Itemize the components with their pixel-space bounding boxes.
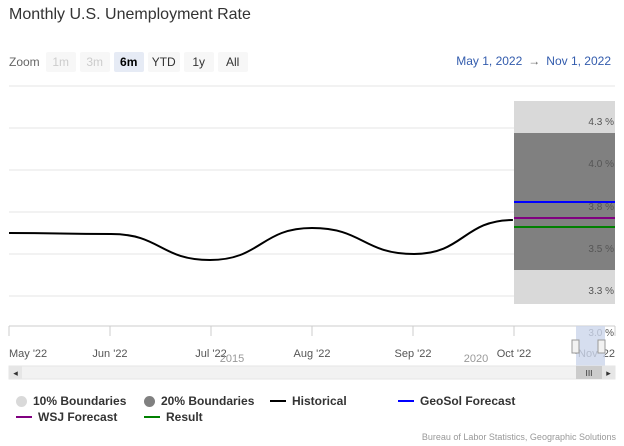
- x-tick-label: Jul '22: [195, 348, 226, 360]
- date-range: May 1, 2022 → Nov 1, 2022: [456, 54, 611, 68]
- zoom-3m-button[interactable]: 3m: [79, 52, 110, 72]
- legend-label: WSJ Forecast: [38, 410, 118, 424]
- legend-circle-icon: [144, 395, 155, 407]
- scrollbar-right-button[interactable]: [602, 366, 615, 379]
- date-range-from[interactable]: May 1, 2022: [456, 54, 523, 68]
- zoom-bar: Zoom 1m 3m 6m YTD 1y All: [9, 52, 248, 72]
- chart-svg: 4.3 %4.0 %3.8 %3.5 %3.3 %3.0 % May '22Ju…: [8, 85, 616, 380]
- y-tick-label: 3.3 %: [588, 286, 614, 297]
- y-tick-label: 3.8 %: [588, 202, 614, 213]
- navigator: 2015 2020 ◂ III ▸: [8, 326, 616, 380]
- legend-item-geosol-forecast[interactable]: GeoSol Forecast: [398, 394, 515, 408]
- x-tick-label: Oct '22: [497, 348, 532, 360]
- scroll-left-icon: ◂: [13, 369, 18, 379]
- legend-line-icon: [144, 416, 160, 418]
- scrollbar-left-button[interactable]: [9, 366, 22, 379]
- legend-item-result[interactable]: Result: [144, 410, 203, 424]
- zoom-label: Zoom: [9, 55, 40, 69]
- legend-item-20-boundaries[interactable]: 20% Boundaries: [144, 394, 254, 408]
- y-tick-label: 3.5 %: [588, 244, 614, 255]
- scrollbar-track: [8, 365, 616, 380]
- legend-label: 20% Boundaries: [161, 394, 255, 408]
- zoom-1m-button[interactable]: 1m: [45, 52, 76, 72]
- legend-label: Result: [166, 410, 203, 424]
- x-tick-label: Aug '22: [294, 348, 331, 360]
- navigator-handle-right: [597, 339, 606, 354]
- legend-line-icon: [16, 416, 32, 418]
- scrollbar-grip-icon: III: [585, 369, 592, 378]
- legend-circle-icon: [16, 395, 27, 407]
- legend-label: Historical: [292, 394, 347, 408]
- legend-item-historical[interactable]: Historical: [270, 394, 347, 408]
- legend-item-10-boundaries[interactable]: 10% Boundaries: [16, 394, 126, 408]
- navigator-handle-left: [571, 339, 580, 354]
- series-lines: [8, 201, 615, 262]
- zoom-1y-button[interactable]: 1y: [183, 52, 214, 72]
- date-range-to[interactable]: Nov 1, 2022: [546, 54, 611, 68]
- legend-label: 10% Boundaries: [33, 394, 127, 408]
- scroll-right-icon: ▸: [606, 369, 611, 379]
- y-tick-label: 4.3 %: [588, 117, 614, 128]
- scrollbar-thumb[interactable]: [576, 366, 602, 379]
- zoom-ytd-button[interactable]: YTD: [147, 52, 180, 72]
- navigator-label: 2015: [220, 353, 244, 365]
- x-tick-label: May '22: [9, 348, 47, 360]
- navigator-label: 2020: [464, 353, 488, 365]
- x-axis: May '22 Jun '22 Jul '22 Aug '22 Sep '22 Oct '…: [8, 325, 616, 360]
- date-range-arrow: →: [528, 54, 541, 68]
- x-tick-label: Jun '22: [92, 348, 127, 360]
- legend-line-icon: [270, 400, 286, 402]
- legend-label: GeoSol Forecast: [420, 394, 516, 408]
- x-tick-label: Sep '22: [395, 348, 432, 360]
- credits: Bureau of Labor Statistics, Geographic S…: [421, 432, 616, 442]
- y-tick-label: 4.0 %: [588, 159, 614, 170]
- legend-line-icon: [398, 400, 414, 402]
- zoom-6m-button[interactable]: 6m: [113, 52, 144, 72]
- chart-title: Monthly U.S. Unemployment Rate: [9, 6, 251, 23]
- historical-line: [8, 219, 513, 262]
- zoom-all-button[interactable]: All: [217, 52, 248, 72]
- legend-item-wsj-forecast[interactable]: WSJ Forecast: [16, 410, 117, 424]
